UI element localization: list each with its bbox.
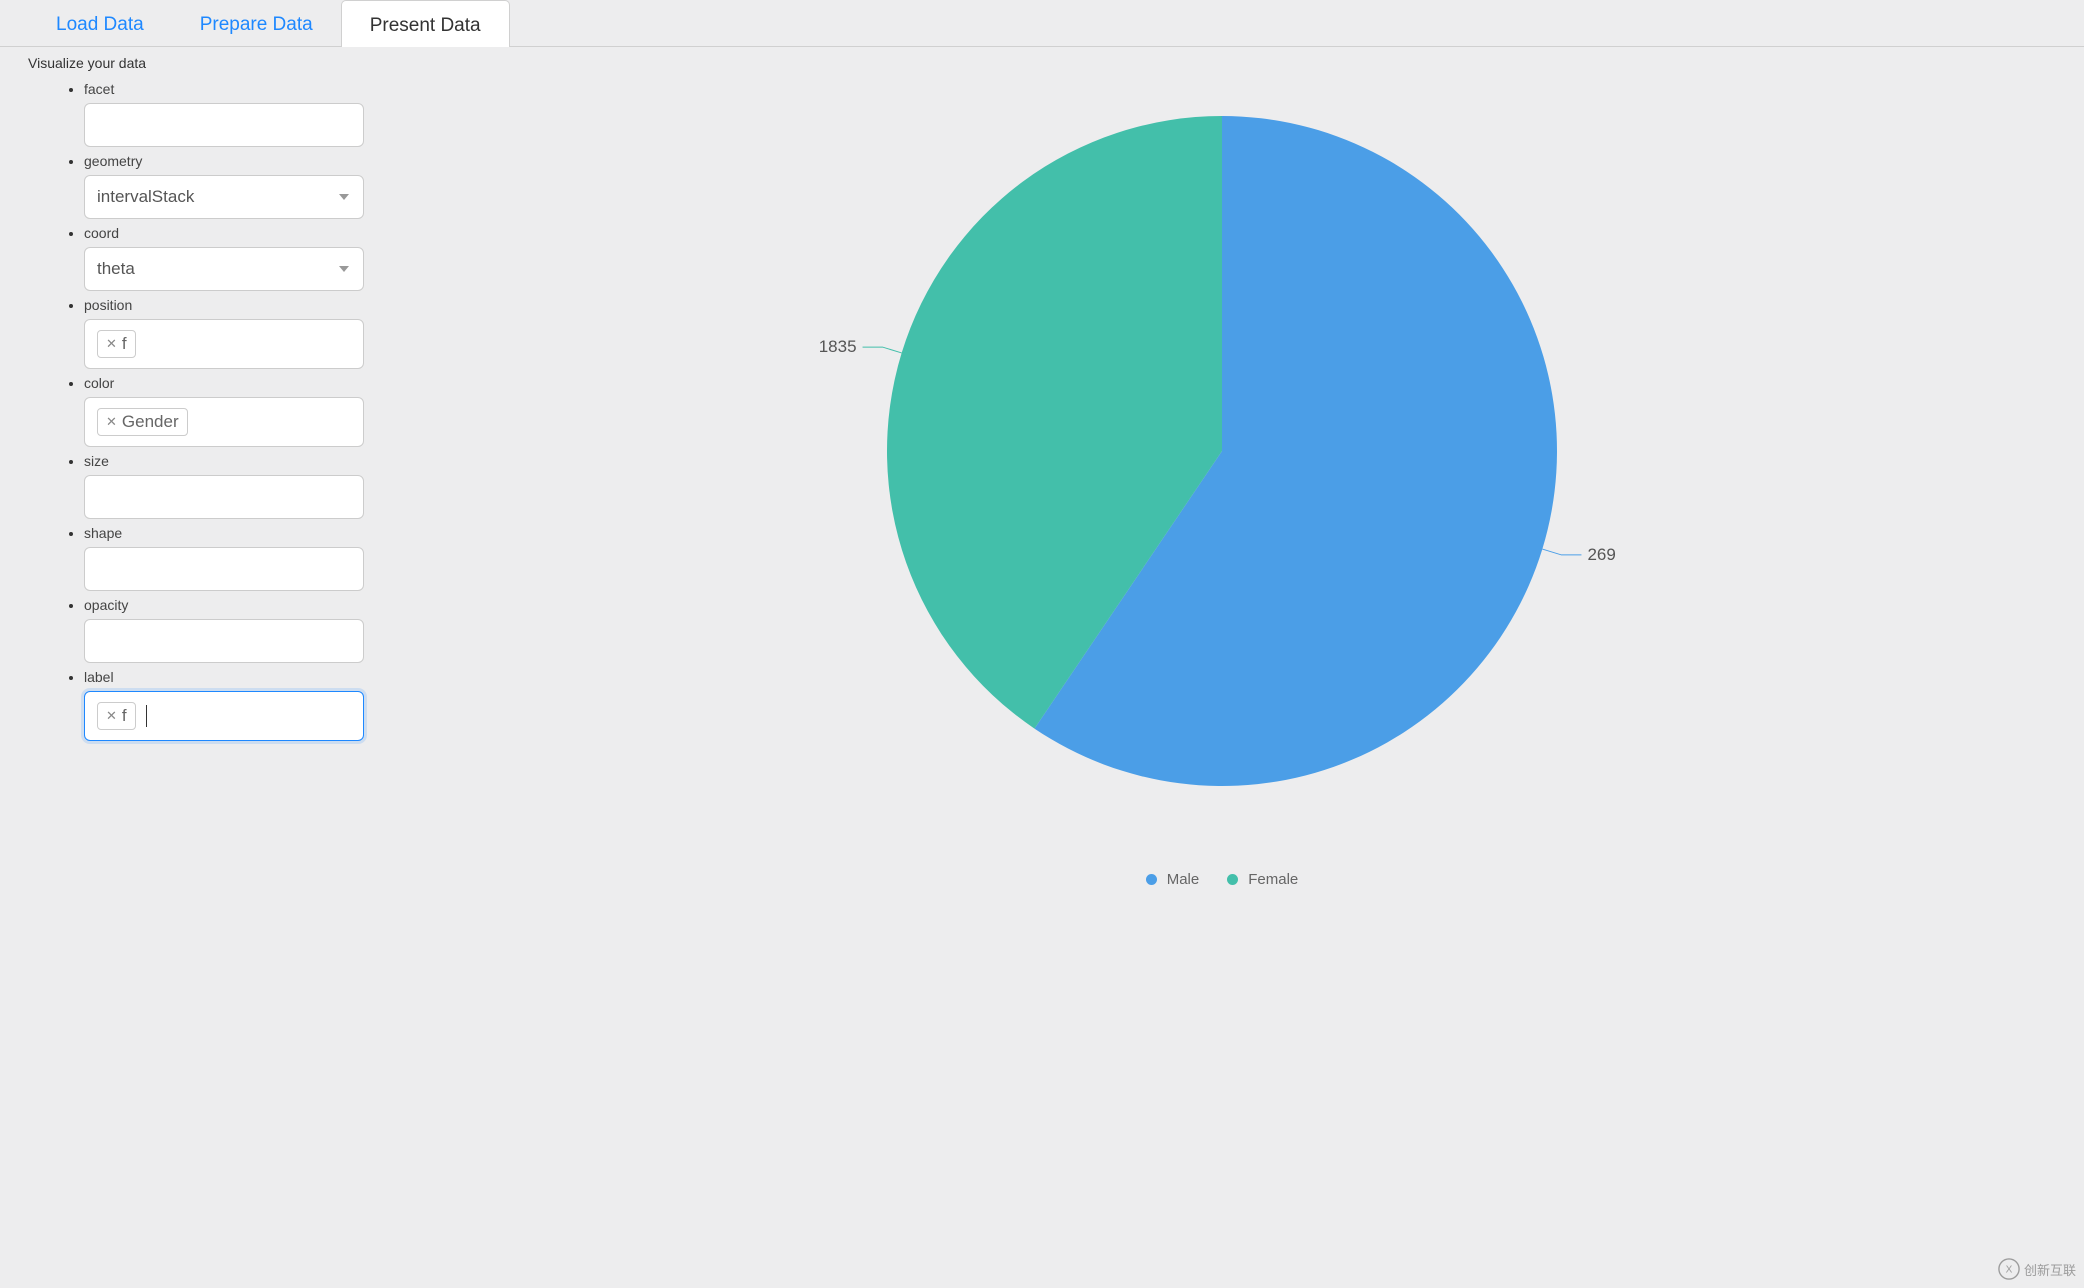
svg-text:X: X (2006, 1265, 2013, 1276)
watermark-text: 创新互联 (2024, 1260, 2076, 1279)
tag-text: f (122, 706, 127, 726)
size-input[interactable] (84, 475, 364, 519)
facet-label: facet (84, 81, 380, 97)
color-tag[interactable]: ✕ Gender (97, 408, 188, 436)
coord-label: coord (84, 225, 380, 241)
geometry-value: intervalStack (97, 187, 194, 207)
tab-load-data[interactable]: Load Data (28, 0, 172, 46)
position-tag[interactable]: ✕ f (97, 330, 136, 358)
position-input[interactable]: ✕ f (84, 319, 364, 369)
tag-text: f (122, 334, 127, 354)
opacity-label: opacity (84, 597, 380, 613)
label-tag[interactable]: ✕ f (97, 702, 136, 730)
form-column: facet geometry intervalStack coord theta (20, 81, 380, 888)
coord-value: theta (97, 259, 135, 279)
label-label: label (84, 669, 380, 685)
pie-label: 1835 (819, 337, 857, 356)
pie-chart: 269 1835 (722, 81, 1722, 841)
position-label: position (84, 297, 380, 313)
shape-input[interactable] (84, 547, 364, 591)
chevron-down-icon (339, 194, 349, 200)
tab-present-data[interactable]: Present Data (341, 0, 510, 47)
color-input[interactable]: ✕ Gender (84, 397, 364, 447)
legend: Male Female (1146, 871, 1299, 888)
legend-label: Female (1248, 871, 1298, 888)
legend-swatch (1227, 874, 1238, 885)
text-cursor (146, 705, 147, 727)
geometry-select[interactable]: intervalStack (84, 175, 364, 219)
legend-item-female[interactable]: Female (1227, 871, 1298, 888)
page-subtitle: Visualize your data (0, 47, 2084, 71)
pie-label: 269 (1587, 545, 1615, 564)
opacity-input[interactable] (84, 619, 364, 663)
color-label: color (84, 375, 380, 391)
logo-icon: X (1998, 1258, 2020, 1280)
close-icon[interactable]: ✕ (106, 414, 117, 430)
chart-area: 269 1835 Male Female (380, 81, 2064, 888)
tag-text: Gender (122, 412, 179, 432)
facet-input[interactable] (84, 103, 364, 147)
close-icon[interactable]: ✕ (106, 708, 117, 724)
legend-item-male[interactable]: Male (1146, 871, 1200, 888)
geometry-label: geometry (84, 153, 380, 169)
size-label: size (84, 453, 380, 469)
legend-swatch (1146, 874, 1157, 885)
coord-select[interactable]: theta (84, 247, 364, 291)
tab-prepare-data[interactable]: Prepare Data (172, 0, 341, 46)
close-icon[interactable]: ✕ (106, 336, 117, 352)
tabs-bar: Load Data Prepare Data Present Data (0, 0, 2084, 47)
legend-label: Male (1167, 871, 1200, 888)
watermark: X 创新互联 (1998, 1258, 2076, 1280)
label-input[interactable]: ✕ f (84, 691, 364, 741)
shape-label: shape (84, 525, 380, 541)
chevron-down-icon (339, 266, 349, 272)
